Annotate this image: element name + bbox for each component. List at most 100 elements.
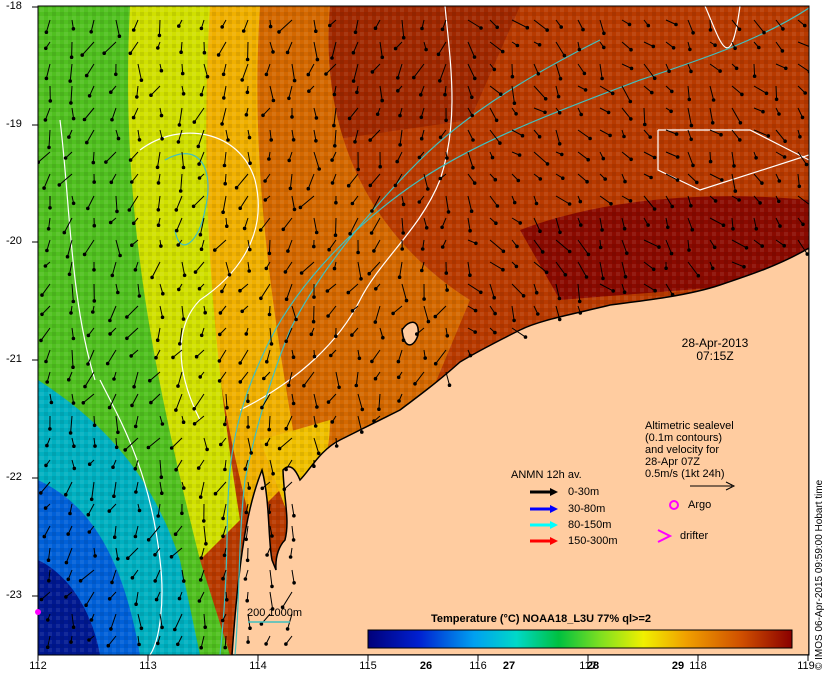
velocity-arrow-head [777, 199, 781, 204]
velocity-arrow [48, 217, 51, 229]
lon-tick: 116 [469, 660, 487, 672]
velocity-arrow-head [512, 200, 517, 205]
velocity-arrow [247, 437, 252, 454]
velocity-arrow-head [222, 553, 227, 558]
velocity-arrow-head [247, 135, 252, 140]
velocity-arrow-head [226, 138, 230, 142]
velocity-arrow-head [330, 420, 335, 424]
velocity-arrow [775, 85, 778, 100]
velocity-arrow-head [623, 179, 627, 184]
velocity-arrow-head [474, 241, 478, 246]
velocity-arrow-head [606, 110, 611, 115]
velocity-arrow-head [711, 98, 716, 102]
velocity-arrow-head [317, 167, 322, 171]
velocity-arrow-head [287, 96, 291, 101]
velocity-arrow-head [629, 66, 634, 71]
velocity-arrow-head [415, 332, 419, 336]
velocity-arrow [127, 547, 139, 559]
velocity-arrow-head [534, 201, 539, 206]
velocity-arrow-head [433, 314, 438, 319]
velocity-arrow [599, 19, 605, 34]
velocity-arrow-head [742, 265, 746, 269]
velocity-arrow-head [238, 206, 242, 210]
velocity-arrow [157, 327, 161, 341]
colorbar-tick: 29 [671, 660, 685, 672]
velocity-arrow-head [628, 99, 633, 104]
velocity-arrow-head [733, 189, 738, 193]
velocity-arrow-head [627, 22, 632, 27]
velocity-arrow [45, 63, 51, 79]
velocity-arrow-head [646, 23, 651, 28]
velocity-arrow-head [440, 245, 445, 249]
velocity-arrow [599, 85, 613, 94]
velocity-arrow-head [758, 201, 762, 205]
velocity-arrow [269, 327, 272, 344]
velocity-arrow-head [260, 405, 264, 410]
velocity-arrow-head [803, 91, 808, 95]
velocity-arrow-head [66, 532, 70, 536]
velocity-arrow [171, 547, 183, 558]
velocity-arrow-head [326, 400, 331, 404]
velocity-arrow-head [248, 247, 252, 252]
argo-float [35, 609, 41, 615]
velocity-arrow-head [666, 225, 670, 230]
velocity-arrow-head [199, 92, 204, 97]
velocity-arrow-head [625, 251, 629, 255]
velocity-arrow-head [291, 401, 296, 406]
velocity-arrow [331, 41, 337, 59]
velocity-arrow-head [130, 403, 134, 408]
velocity-arrow [643, 283, 656, 292]
velocity-arrow [63, 217, 73, 233]
velocity-arrow-head [670, 89, 674, 94]
velocity-arrow [467, 283, 482, 293]
velocity-arrow-head [223, 181, 227, 186]
velocity-arrow-head [112, 535, 117, 540]
velocity-arrow [303, 371, 315, 386]
velocity-arrow [115, 195, 118, 212]
velocity-arrow [130, 151, 139, 161]
velocity-arrow-head [198, 375, 202, 379]
velocity-arrow [369, 129, 381, 141]
velocity-arrow-head [800, 115, 805, 120]
velocity-arrow [797, 63, 809, 72]
velocity-arrow [399, 261, 403, 278]
velocity-arrow [200, 481, 205, 498]
velocity-arrow [335, 217, 337, 236]
velocity-arrow-head [689, 137, 694, 142]
velocity-arrow-head [153, 553, 157, 557]
velocity-arrow-head [67, 377, 71, 382]
velocity-arrow-head [259, 622, 264, 626]
velocity-arrow-head [181, 92, 186, 96]
velocity-arrow-head [473, 308, 478, 313]
velocity-arrow [643, 107, 646, 125]
velocity-arrow [285, 415, 293, 429]
velocity-arrow [327, 305, 337, 317]
velocity-arrow-head [193, 270, 198, 274]
velocity-arrow-head [760, 244, 765, 248]
isobaths [164, 7, 809, 655]
velocity-arrow [511, 129, 523, 137]
velocity-arrow-head [648, 135, 653, 139]
velocity-arrow-head [111, 465, 115, 470]
velocity-arrow [489, 107, 498, 121]
velocity-arrow-head [290, 115, 294, 119]
velocity-arrow-head [238, 288, 242, 293]
drifter-label: drifter [680, 530, 709, 542]
velocity-arrow-head [294, 317, 298, 322]
velocity-arrow-head [738, 138, 742, 142]
velocity-arrow-head [760, 181, 764, 185]
velocity-arrow-head [579, 223, 583, 227]
velocity-arrow-head [413, 382, 417, 386]
velocity-arrow-head [85, 140, 89, 145]
velocity-arrow-head [628, 199, 633, 203]
velocity-arrow [687, 217, 693, 230]
velocity-arrow [357, 393, 363, 410]
velocity-arrow-head [629, 117, 633, 121]
sst-field [38, 6, 809, 655]
velocity-arrow [489, 283, 495, 298]
velocity-arrow-head [316, 451, 321, 456]
velocity-arrow-head [221, 534, 225, 539]
velocity-arrow-head [803, 23, 807, 28]
velocity-arrow [467, 195, 473, 212]
